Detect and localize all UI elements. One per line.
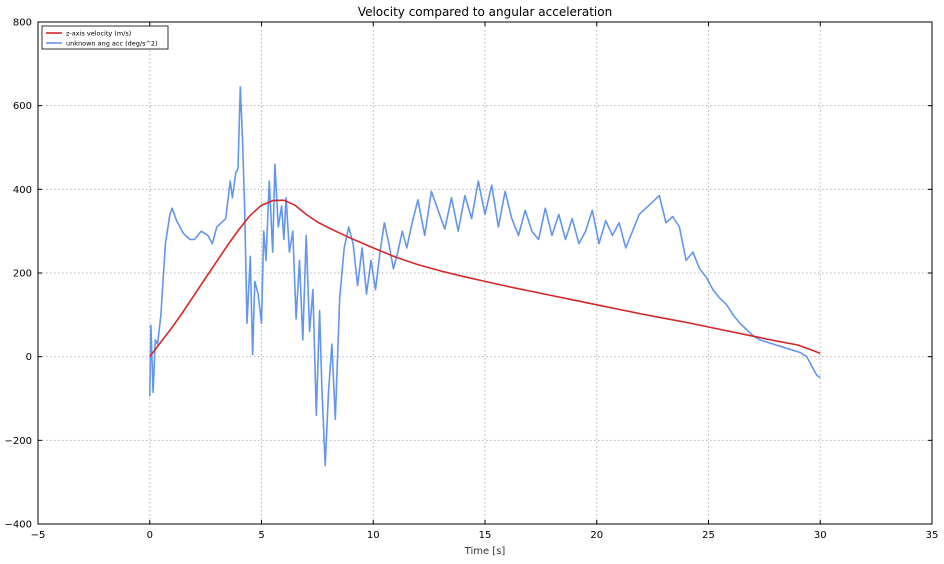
tick-marks [37, 21, 933, 525]
x-tick-label: 20 [590, 530, 603, 541]
y-tick-label: −400 [5, 520, 32, 531]
series-line-0 [149, 199, 821, 358]
chart-title: Velocity compared to angular acceleratio… [358, 5, 612, 19]
x-tick-label: 25 [702, 530, 715, 541]
x-tick-labels: −5 0 5 10 15 20 25 30 35 [31, 530, 939, 541]
legend-box [41, 25, 169, 50]
x-tick-label: 10 [367, 530, 380, 541]
y-tick-label: 800 [13, 18, 32, 29]
x-axis-label: Time [s] [464, 546, 506, 557]
y-tick-label: 400 [13, 185, 32, 196]
grid-lines [38, 22, 932, 524]
x-tick-label: 5 [258, 530, 264, 541]
plot-frame [37, 21, 933, 525]
y-tick-label: 600 [13, 101, 32, 112]
x-tick-label: 0 [147, 530, 153, 541]
y-tick-label: 200 [13, 269, 32, 280]
y-tick-label: −200 [5, 436, 32, 447]
y-tick-label: 0 [26, 352, 32, 363]
series-line-1 [149, 86, 821, 467]
x-tick-label: 35 [926, 530, 939, 541]
x-tick-label: 30 [814, 530, 827, 541]
x-tick-label: 15 [479, 530, 492, 541]
series-layer [149, 86, 821, 467]
legend-label: z-axis velocity (m/s) [66, 29, 131, 37]
legend: z-axis velocity (m/s) unknown ang acc (de… [41, 25, 169, 50]
legend-label: unknown ang acc (deg/s^2) [66, 39, 158, 47]
x-tick-label: −5 [31, 530, 46, 541]
y-tick-labels: −400 −200 0 200 400 600 800 [5, 18, 32, 531]
